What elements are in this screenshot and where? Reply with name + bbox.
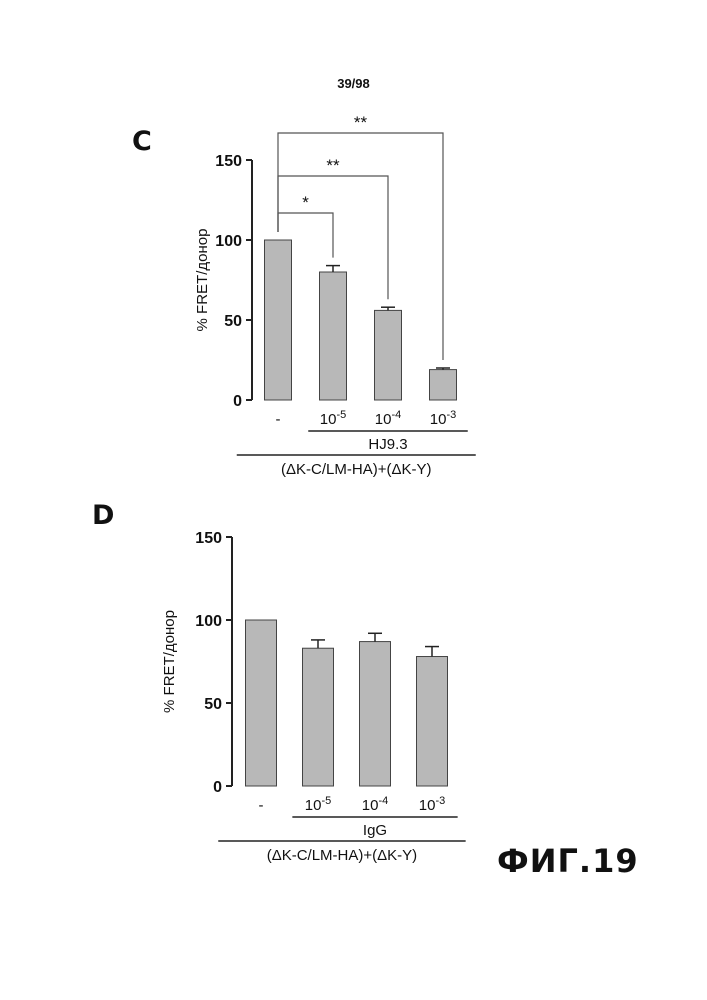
y-axis-label: % FRET/донор [161,610,178,713]
bar [303,648,334,786]
y-tick-label: 100 [195,613,222,630]
x-tick-label: 10-3 [419,795,445,814]
bar [360,642,391,786]
y-tick-label: 150 [195,530,222,547]
y-tick-label: 50 [204,696,222,713]
y-tick-label: 0 [213,779,222,796]
x-tick-label: - [259,797,264,814]
bar [246,620,277,786]
x-tick-label: 10-4 [362,795,388,814]
x-tick-label: 10-5 [305,795,331,814]
treatment-label: IgG [363,822,387,839]
bar [417,657,448,786]
figure-label: ФИГ.19 [497,842,639,880]
group-label: (ΔK-C/LM-HA)+(ΔK-Y) [267,847,417,864]
